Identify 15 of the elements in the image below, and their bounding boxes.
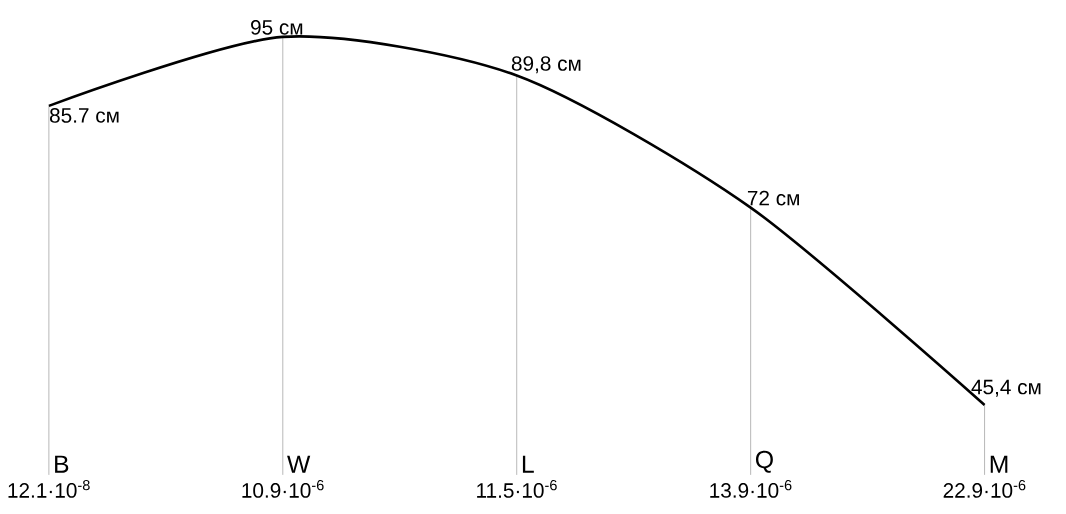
x-tick-label: 11.5·10$^{-6}$	[477, 480, 557, 499]
x-tick-label: 13.9·10$^{-6}$	[710, 480, 792, 499]
x-tick-label: 22.9·10$^{-6}$	[943, 480, 1026, 499]
text: W	[287, 455, 311, 473]
text: Q	[755, 450, 773, 473]
text: B	[55, 455, 69, 473]
data-label: 72 см	[747, 190, 799, 206]
x-tick-label: 10.9·10$^{-6}$	[242, 480, 324, 499]
data-label: 89,8 см	[511, 56, 581, 74]
data-label: 85.7 см	[49, 108, 119, 123]
text: L	[522, 455, 534, 473]
text: M	[990, 455, 1008, 473]
data-label: 45,4 см	[971, 380, 1041, 397]
x-tick-label: 12.1·10$^{-8}$	[8, 480, 90, 499]
data-label: 95 см	[251, 20, 303, 35]
